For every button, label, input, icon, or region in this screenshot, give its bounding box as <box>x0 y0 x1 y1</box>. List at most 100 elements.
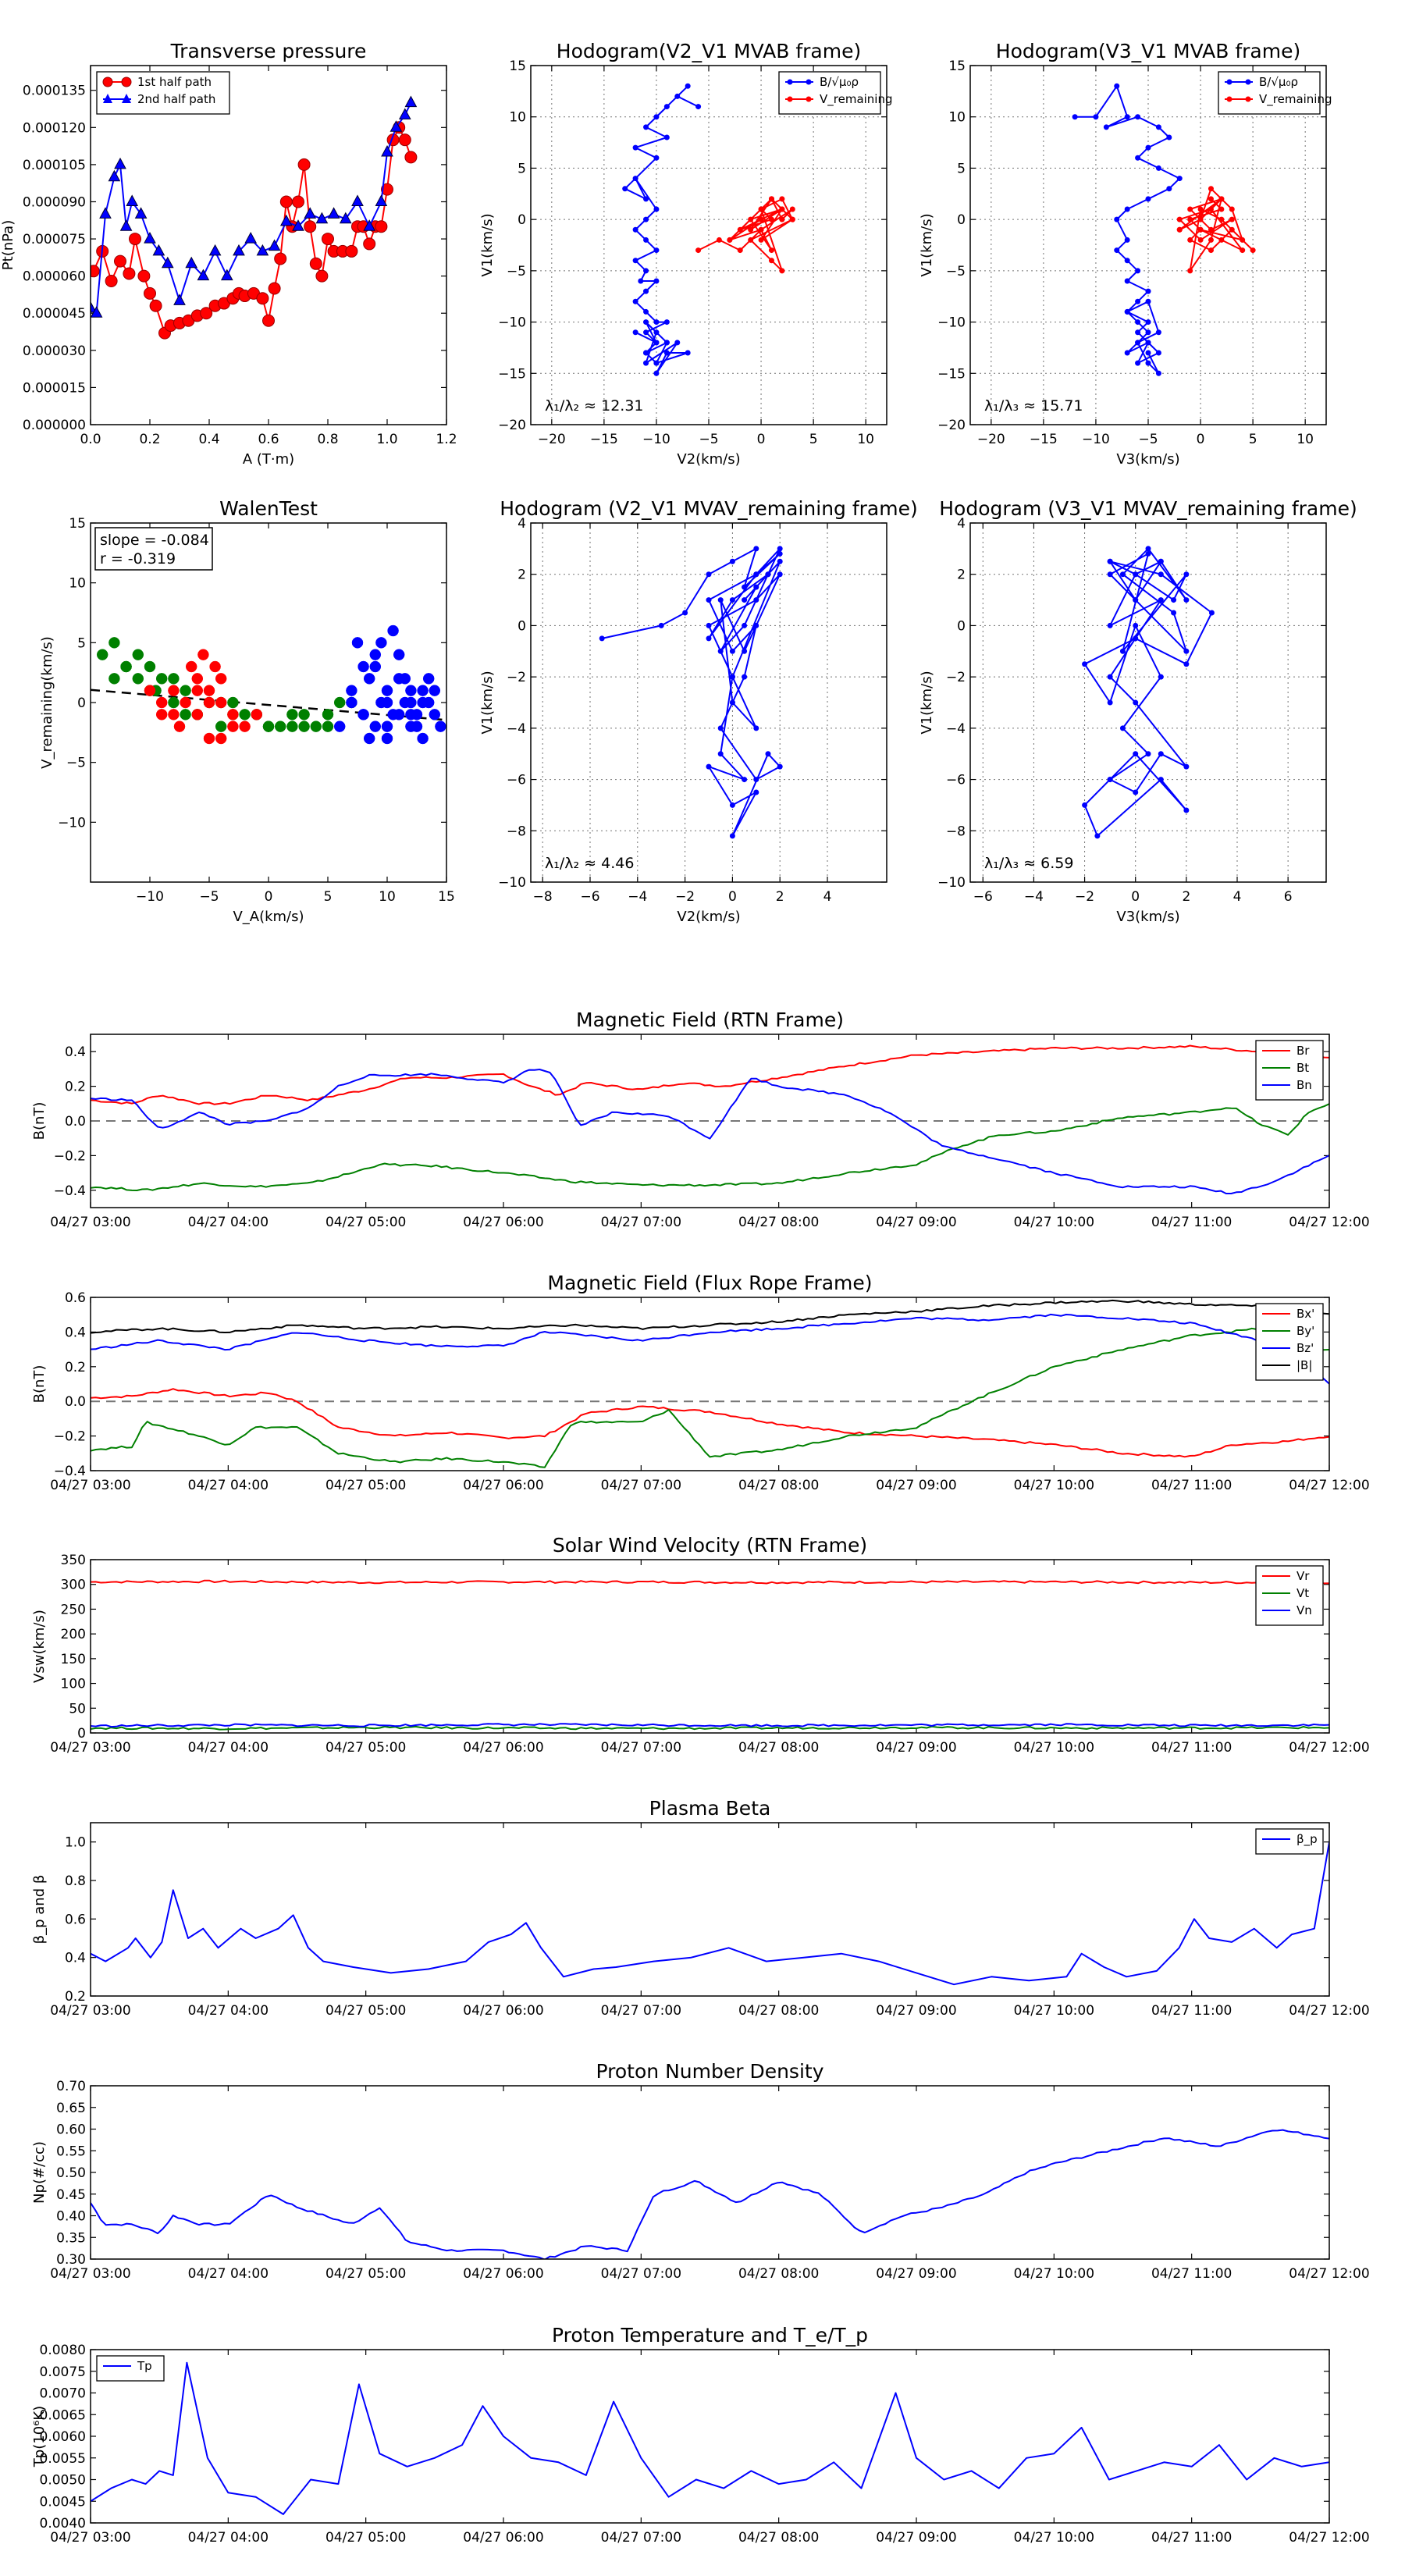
legend-marker <box>102 76 113 87</box>
data-point <box>144 660 156 673</box>
data-point <box>346 696 357 709</box>
y-tick-label: 10 <box>509 110 526 126</box>
x-tick-label: 04/27 08:00 <box>738 2266 819 2282</box>
x-tick-label: −15 <box>590 432 618 447</box>
x-tick-label: 10 <box>1297 432 1314 447</box>
series-line <box>91 1841 1329 1986</box>
data-point <box>658 622 664 628</box>
data-point <box>727 237 733 243</box>
data-point <box>369 649 382 660</box>
data-point <box>345 244 358 258</box>
legend-marker <box>122 94 131 103</box>
y-tick-label: −8 <box>946 824 966 839</box>
data-point <box>1114 216 1120 222</box>
data-point <box>114 254 126 268</box>
y-tick-label: −10 <box>58 815 86 831</box>
x-tick-label: 15 <box>438 889 455 905</box>
data-point <box>1107 558 1113 564</box>
data-point <box>404 95 418 108</box>
y-tick-label: −10 <box>937 315 966 331</box>
y-tick-label: 0.45 <box>56 2187 86 2203</box>
data-point <box>322 720 334 732</box>
data-point <box>381 720 393 732</box>
data-point <box>653 155 660 161</box>
panel-pt: 0.0 0.2 0.4 0.6 0.8 1.0 1.2 0.000000 0.000015 0.0… <box>0 40 457 468</box>
x-tick-label: −5 <box>1138 432 1158 447</box>
data-point <box>1229 206 1235 212</box>
data-point <box>375 194 388 206</box>
data-point <box>279 214 293 226</box>
y-tick-label: 2 <box>957 568 966 583</box>
data-point <box>1197 237 1204 243</box>
data-point <box>1187 216 1193 222</box>
data-point <box>1093 114 1099 120</box>
data-point <box>180 685 191 696</box>
data-point <box>149 299 162 312</box>
data-point <box>1155 124 1161 130</box>
data-point <box>789 216 795 222</box>
data-point <box>643 216 649 222</box>
y-tick-label: 0.000000 <box>23 418 86 433</box>
plot-area <box>1082 546 1215 839</box>
data-point <box>1171 597 1177 603</box>
data-point <box>1183 571 1190 578</box>
panel-brtn: 04/27 03:00 04/27 04:00 04/27 05:00 04/27 0… <box>31 1009 1370 1230</box>
y-tick-label: 0.0 <box>65 1394 86 1410</box>
legend-box <box>1255 1565 1324 1626</box>
y-tick-label: −20 <box>498 418 526 433</box>
data-point <box>729 802 735 808</box>
y-tick-label: 0 <box>77 696 86 711</box>
y-tick-label: 0.000045 <box>23 306 86 322</box>
x-tick-label: 0 <box>265 889 273 905</box>
x-tick-label: −6 <box>580 889 599 905</box>
data-point <box>389 120 403 132</box>
x-tick-label: 04/27 04:00 <box>188 1478 269 1493</box>
data-point <box>1183 648 1190 654</box>
y-tick-label: 0.000090 <box>23 194 86 210</box>
y-tick-label: −4 <box>946 721 966 737</box>
data-point <box>1133 622 1139 628</box>
y-tick-label: 15 <box>509 59 526 74</box>
x-tick-label: −10 <box>136 889 164 905</box>
legend-marker <box>103 94 112 103</box>
data-point <box>706 763 712 770</box>
legend-marker <box>1226 79 1232 85</box>
data-point <box>381 144 393 157</box>
series-line <box>91 1313 1329 1385</box>
y-tick-label: 0.0045 <box>40 2494 86 2510</box>
data-point <box>1183 807 1190 813</box>
x-tick-label: 0.0 <box>80 432 101 447</box>
data-point <box>1124 237 1130 243</box>
y-tick-label: 2 <box>518 568 526 583</box>
data-point <box>161 256 174 269</box>
chart-title: Plasma Beta <box>649 1797 771 1820</box>
x-tick-label: −5 <box>699 432 718 447</box>
data-point <box>137 269 151 283</box>
x-tick-label: 04/27 09:00 <box>876 1215 956 1230</box>
data-point <box>405 709 417 720</box>
data-point <box>737 247 743 254</box>
data-point <box>215 696 227 709</box>
legend-marker <box>1245 79 1251 85</box>
chart-title: Hodogram (V2_V1 MVAV_remaining frame) <box>500 497 918 520</box>
legend-box <box>1218 71 1321 115</box>
y-tick-label: −0.4 <box>54 1464 86 1479</box>
data-point <box>742 648 748 654</box>
data-point <box>1145 751 1151 757</box>
x-tick-label: 04/27 11:00 <box>1151 1478 1232 1493</box>
data-point <box>685 83 691 89</box>
data-point <box>1166 134 1172 141</box>
axes-frame <box>90 1822 1330 1997</box>
x-tick-label: 1.2 <box>436 432 457 447</box>
x-axis-label: V2(km/s) <box>677 909 740 925</box>
x-tick-label: 04/27 04:00 <box>188 2266 269 2282</box>
data-point <box>1135 114 1141 120</box>
data-point <box>789 206 795 212</box>
data-point <box>1155 350 1161 356</box>
data-point <box>1218 196 1225 202</box>
data-point <box>191 709 204 720</box>
x-tick-label: −5 <box>199 889 219 905</box>
data-point <box>643 329 649 336</box>
data-point <box>262 314 275 327</box>
